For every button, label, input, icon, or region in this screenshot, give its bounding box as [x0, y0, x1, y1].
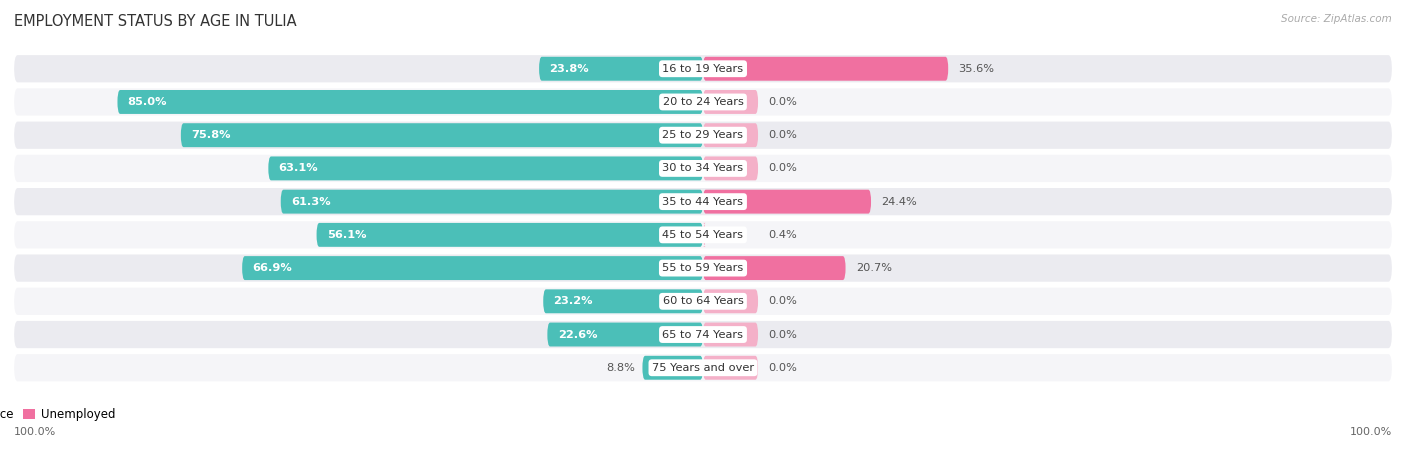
FancyBboxPatch shape — [703, 157, 758, 180]
Text: 61.3%: 61.3% — [291, 197, 330, 207]
Text: 75 Years and over: 75 Years and over — [652, 363, 754, 373]
FancyBboxPatch shape — [14, 122, 1392, 149]
Text: EMPLOYMENT STATUS BY AGE IN TULIA: EMPLOYMENT STATUS BY AGE IN TULIA — [14, 14, 297, 28]
Text: 30 to 34 Years: 30 to 34 Years — [662, 163, 744, 173]
Text: 55 to 59 Years: 55 to 59 Years — [662, 263, 744, 273]
FancyBboxPatch shape — [14, 321, 1392, 348]
Text: 66.9%: 66.9% — [253, 263, 292, 273]
FancyBboxPatch shape — [14, 354, 1392, 382]
FancyBboxPatch shape — [547, 323, 703, 346]
Text: 0.0%: 0.0% — [769, 329, 797, 340]
Text: 25 to 29 Years: 25 to 29 Years — [662, 130, 744, 140]
Text: 0.4%: 0.4% — [769, 230, 797, 240]
FancyBboxPatch shape — [643, 356, 703, 380]
Text: Source: ZipAtlas.com: Source: ZipAtlas.com — [1281, 14, 1392, 23]
Text: 100.0%: 100.0% — [1350, 427, 1392, 437]
Text: 63.1%: 63.1% — [278, 163, 318, 173]
FancyBboxPatch shape — [14, 221, 1392, 248]
Text: 22.6%: 22.6% — [558, 329, 598, 340]
FancyBboxPatch shape — [14, 254, 1392, 282]
Text: 0.0%: 0.0% — [769, 296, 797, 306]
FancyBboxPatch shape — [543, 289, 703, 313]
Text: 45 to 54 Years: 45 to 54 Years — [662, 230, 744, 240]
Text: 20 to 24 Years: 20 to 24 Years — [662, 97, 744, 107]
FancyBboxPatch shape — [316, 223, 703, 247]
Text: 56.1%: 56.1% — [326, 230, 367, 240]
FancyBboxPatch shape — [14, 188, 1392, 215]
Text: 8.8%: 8.8% — [606, 363, 636, 373]
FancyBboxPatch shape — [14, 55, 1392, 82]
FancyBboxPatch shape — [14, 88, 1392, 116]
FancyBboxPatch shape — [538, 57, 703, 81]
FancyBboxPatch shape — [703, 57, 948, 81]
Text: 75.8%: 75.8% — [191, 130, 231, 140]
FancyBboxPatch shape — [703, 90, 758, 114]
Text: 35 to 44 Years: 35 to 44 Years — [662, 197, 744, 207]
Text: 23.2%: 23.2% — [554, 296, 593, 306]
FancyBboxPatch shape — [703, 190, 872, 214]
FancyBboxPatch shape — [703, 256, 845, 280]
Text: 0.0%: 0.0% — [769, 97, 797, 107]
FancyBboxPatch shape — [703, 323, 758, 346]
FancyBboxPatch shape — [242, 256, 703, 280]
FancyBboxPatch shape — [703, 356, 758, 380]
Text: 0.0%: 0.0% — [769, 363, 797, 373]
Text: 0.0%: 0.0% — [769, 163, 797, 173]
FancyBboxPatch shape — [117, 90, 703, 114]
FancyBboxPatch shape — [281, 190, 703, 214]
Text: 16 to 19 Years: 16 to 19 Years — [662, 64, 744, 74]
FancyBboxPatch shape — [14, 155, 1392, 182]
Text: 20.7%: 20.7% — [856, 263, 891, 273]
Text: 23.8%: 23.8% — [550, 64, 589, 74]
Text: 85.0%: 85.0% — [128, 97, 167, 107]
Text: 65 to 74 Years: 65 to 74 Years — [662, 329, 744, 340]
Text: 100.0%: 100.0% — [14, 427, 56, 437]
FancyBboxPatch shape — [269, 157, 703, 180]
FancyBboxPatch shape — [703, 289, 758, 313]
FancyBboxPatch shape — [14, 288, 1392, 315]
Text: 24.4%: 24.4% — [882, 197, 917, 207]
FancyBboxPatch shape — [181, 123, 703, 147]
FancyBboxPatch shape — [703, 223, 706, 247]
Text: 0.0%: 0.0% — [769, 130, 797, 140]
FancyBboxPatch shape — [703, 123, 758, 147]
Text: 60 to 64 Years: 60 to 64 Years — [662, 296, 744, 306]
Text: 35.6%: 35.6% — [959, 64, 994, 74]
Legend: In Labor Force, Unemployed: In Labor Force, Unemployed — [0, 403, 120, 426]
